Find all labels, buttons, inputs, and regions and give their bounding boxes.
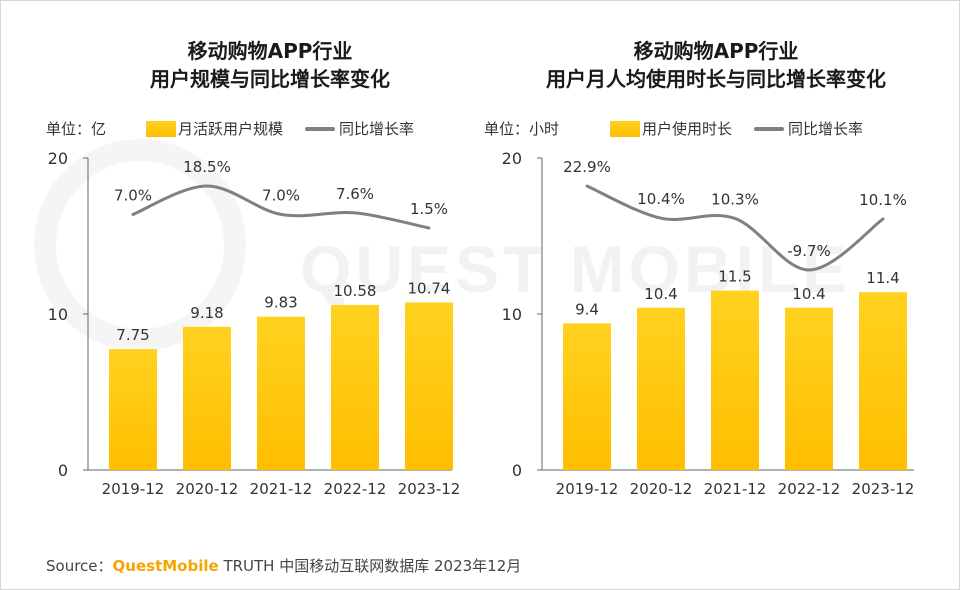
chart-1-y-tick-label: 10 [48, 305, 68, 324]
chart-2-unit: 单位：小时 [484, 120, 560, 138]
source-prefix: Source： [46, 557, 113, 575]
chart-2-legend-line-swatch [754, 126, 785, 131]
chart-2-title: 移动购物APP行业 用户月人均使用时长与同比增长率变化 [516, 37, 916, 93]
chart-1-legend: 月活跃用户规模 同比增长率 [146, 118, 414, 139]
chart-1-title: 移动购物APP行业 用户规模与同比增长率变化 [70, 37, 470, 93]
chart-1-bar [109, 349, 157, 470]
source-suffix: TRUTH 中国移动互联网数据库 2023年12月 [218, 557, 522, 575]
chart-1-x-tick-label: 2023-12 [398, 480, 461, 498]
chart-1-legend-line-swatch [305, 126, 336, 131]
chart-1-y-tick-label: 20 [48, 149, 68, 168]
chart-1-x-tick-label: 2021-12 [250, 480, 313, 498]
source-brand: QuestMobile [112, 557, 219, 575]
chart-1-growth-label: 1.5% [410, 200, 448, 218]
chart-2-bar-label: 11.5 [718, 268, 751, 286]
chart-2-bar-label: 11.4 [866, 269, 899, 287]
chart-2-x-tick-label: 2021-12 [704, 480, 767, 498]
chart-2-growth-label: 10.1% [859, 191, 907, 209]
chart-2-bar-label: 10.4 [792, 285, 825, 303]
chart-2-bar-label: 10.4 [644, 285, 677, 303]
chart-1-growth-label: 7.0% [114, 186, 152, 204]
chart-2-growth-label: 10.3% [711, 190, 759, 208]
chart-1-title-line-2: 用户规模与同比增长率变化 [150, 67, 390, 91]
chart-2-bar [711, 290, 759, 470]
chart-2-legend-line-label: 同比增长率 [788, 120, 864, 138]
chart-2-legend: 用户使用时长 同比增长率 [610, 118, 863, 139]
chart-2-legend-bar-label: 用户使用时长 [642, 120, 733, 138]
chart-1-bar-label: 9.18 [190, 304, 223, 322]
chart-2-y-tick-label: 0 [512, 461, 522, 480]
chart-1-bar [257, 316, 305, 470]
chart-1-bar-label: 7.75 [116, 326, 149, 344]
watermark-logo [34, 139, 246, 351]
chart-1-bar-label: 10.58 [334, 282, 377, 300]
chart-1-legend-bar-swatch [146, 120, 176, 137]
chart-2-y-tick-label: 10 [502, 305, 522, 324]
chart-1-growth-line [131, 184, 431, 230]
chart-1-bar [331, 304, 379, 470]
chart-1-x-tick-label: 2020-12 [176, 480, 239, 498]
chart-1-unit: 单位：亿 [46, 120, 107, 138]
source-note: Source：QuestMobile TRUTH 中国移动互联网数据库 2023… [46, 555, 521, 576]
chart-1-bar [183, 326, 231, 470]
chart-2-bar [637, 307, 685, 470]
chart-1-bar-label: 10.74 [408, 279, 451, 297]
chart-1-growth-label: 7.6% [336, 185, 374, 203]
chart-1-x-tick-label: 2022-12 [324, 480, 387, 498]
chart-2-growth-label: 22.9% [563, 158, 611, 176]
chart-2-growth-label: 10.4% [637, 190, 685, 208]
chart-2-growth-line [585, 184, 885, 272]
chart-2-legend-bar-swatch [610, 120, 640, 137]
chart-2-growth-label: -9.7% [787, 242, 831, 260]
chart-2-title-line-2: 用户月人均使用时长与同比增长率变化 [546, 67, 886, 91]
chart-2-bar-label: 9.4 [575, 300, 599, 318]
chart-2-bar [563, 323, 611, 470]
chart-1-growth-label: 18.5% [183, 158, 231, 176]
chart-2-title-line-1: 移动购物APP行业 [633, 39, 799, 63]
chart-1-legend-line-label: 同比增长率 [339, 120, 415, 138]
chart-2-x-tick-label: 2023-12 [852, 480, 915, 498]
chart-1-growth-label: 7.0% [262, 186, 300, 204]
chart-1-y-tick-label: 0 [58, 461, 68, 480]
chart-1-bar [405, 302, 453, 470]
chart-1-x-tick-label: 2019-12 [102, 480, 165, 498]
chart-2-x-tick-label: 2019-12 [556, 480, 619, 498]
chart-2-y-tick-label: 20 [502, 149, 522, 168]
chart-2-bar [859, 292, 907, 470]
chart-2-x-tick-label: 2020-12 [630, 480, 693, 498]
chart-1-bar-label: 9.83 [264, 294, 297, 312]
chart-1-legend-bar-label: 月活跃用户规模 [178, 120, 284, 138]
chart-1-title-line-1: 移动购物APP行业 [187, 39, 353, 63]
chart-2-x-tick-label: 2022-12 [778, 480, 841, 498]
chart-2-bar [785, 307, 833, 470]
